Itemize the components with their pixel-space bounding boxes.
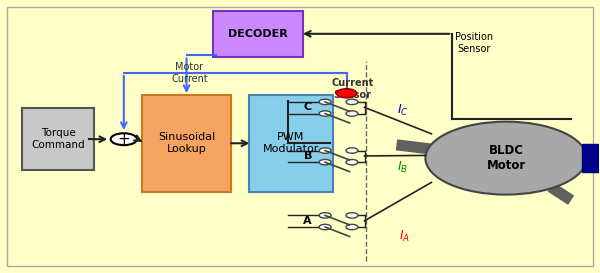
Circle shape <box>319 148 331 153</box>
FancyBboxPatch shape <box>142 95 232 192</box>
Circle shape <box>346 99 358 105</box>
Text: DECODER: DECODER <box>229 29 288 39</box>
Circle shape <box>346 213 358 218</box>
FancyBboxPatch shape <box>7 7 593 266</box>
Circle shape <box>319 213 331 218</box>
Text: Torque
Command: Torque Command <box>31 128 85 150</box>
Text: Position
Sensor: Position Sensor <box>455 32 493 54</box>
Circle shape <box>319 111 331 116</box>
Circle shape <box>319 224 331 230</box>
Text: C: C <box>304 102 312 112</box>
FancyBboxPatch shape <box>249 95 333 192</box>
Circle shape <box>346 224 358 230</box>
FancyBboxPatch shape <box>22 108 94 170</box>
Circle shape <box>319 159 331 165</box>
Text: $I_A$: $I_A$ <box>398 229 410 244</box>
Circle shape <box>346 148 358 153</box>
Text: B: B <box>304 151 312 161</box>
Text: $I_C$: $I_C$ <box>397 103 409 118</box>
Circle shape <box>346 159 358 165</box>
Text: Sinusoidal
Lookup: Sinusoidal Lookup <box>158 132 215 154</box>
FancyBboxPatch shape <box>214 11 303 57</box>
Text: A: A <box>304 216 312 226</box>
Circle shape <box>425 122 587 195</box>
Text: Motor
Current: Motor Current <box>171 62 208 84</box>
Text: PWM
Modulator: PWM Modulator <box>263 132 319 154</box>
FancyBboxPatch shape <box>583 144 600 172</box>
Circle shape <box>319 99 331 105</box>
Text: $I_B$: $I_B$ <box>397 160 408 175</box>
Text: Current
Sensor: Current Sensor <box>331 78 374 100</box>
Text: BLDC
Motor: BLDC Motor <box>487 144 526 172</box>
Text: +: + <box>118 132 130 147</box>
Circle shape <box>337 89 357 98</box>
Circle shape <box>346 111 358 116</box>
Circle shape <box>110 133 137 145</box>
